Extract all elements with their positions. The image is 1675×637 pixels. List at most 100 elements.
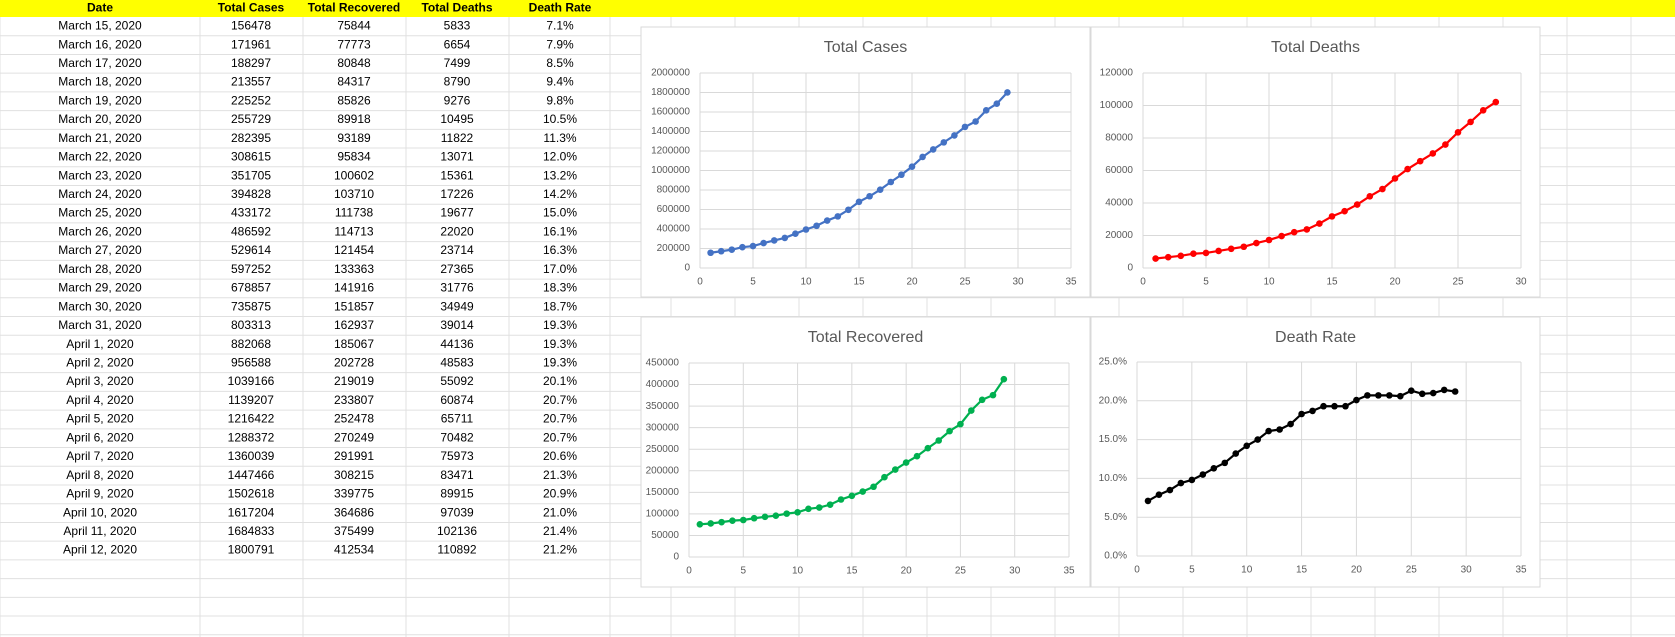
y-tick-label: 100000 <box>646 509 680 520</box>
cell: 65711 <box>441 412 474 426</box>
point <box>823 217 831 224</box>
point <box>802 226 810 233</box>
x-tick-label: 25 <box>1452 277 1464 288</box>
y-tick-label: 800000 <box>657 185 691 196</box>
cell: March 29, 2020 <box>58 281 142 295</box>
point <box>855 198 863 206</box>
x-tick-label: 10 <box>1263 277 1275 288</box>
point <box>1202 249 1210 257</box>
chart-area <box>640 26 1091 298</box>
point <box>957 420 964 428</box>
cell: 17.0% <box>543 262 577 276</box>
cell: 18.3% <box>543 281 577 295</box>
point <box>1366 192 1374 200</box>
cell: 10495 <box>440 112 474 126</box>
cell: 12.0% <box>543 150 577 164</box>
cell: 20.1% <box>543 374 577 388</box>
cell: 22020 <box>440 224 474 238</box>
y-tick-label: 200000 <box>646 465 680 476</box>
cell: 48583 <box>440 355 474 369</box>
cell: 15361 <box>440 168 474 182</box>
x-tick-label: 5 <box>750 277 756 288</box>
y-tick-label: 1600000 <box>651 107 690 118</box>
point <box>1243 442 1251 450</box>
cell: 9.4% <box>546 75 574 89</box>
point <box>761 513 769 521</box>
x-tick-label: 20 <box>1389 277 1401 288</box>
x-tick-label: 0 <box>1140 277 1146 288</box>
cell: 678857 <box>231 281 271 295</box>
cell: 1216422 <box>228 412 275 426</box>
cell: 351705 <box>231 168 271 182</box>
cell: 95834 <box>337 150 371 164</box>
point <box>1429 389 1437 397</box>
point <box>1166 486 1174 494</box>
point <box>1000 375 1008 383</box>
cell: 9276 <box>444 93 471 107</box>
point <box>760 239 767 247</box>
cell: 11822 <box>441 131 474 145</box>
point <box>845 206 852 214</box>
series-line <box>1155 101 1497 260</box>
cell: 103710 <box>334 187 374 201</box>
cell: 75973 <box>440 449 474 463</box>
cell: 75844 <box>337 19 371 33</box>
cell: March 15, 2020 <box>58 19 142 33</box>
point <box>929 146 937 153</box>
cell: 282395 <box>231 131 271 145</box>
point <box>1210 465 1218 472</box>
point <box>1429 150 1437 157</box>
point <box>1467 118 1474 126</box>
cell: 151857 <box>334 299 374 313</box>
point <box>1215 247 1222 255</box>
x-tick-label: 35 <box>1063 566 1075 577</box>
point <box>1375 392 1382 399</box>
cell: 255729 <box>231 112 271 126</box>
y-tick-label: 0 <box>1127 263 1133 274</box>
point <box>1451 388 1459 395</box>
y-tick-label: 5.0% <box>1104 512 1127 523</box>
cell: March 20, 2020 <box>58 112 142 126</box>
cell: March 31, 2020 <box>58 318 142 332</box>
x-tick-label: 0 <box>686 566 692 577</box>
cell: 308615 <box>231 150 271 164</box>
x-tick-label: 30 <box>1009 566 1021 577</box>
point <box>772 512 780 519</box>
cell: 39014 <box>440 318 474 332</box>
point <box>982 107 990 114</box>
chart-area <box>640 316 1091 588</box>
cell: 308215 <box>334 468 374 482</box>
cell: 85826 <box>337 93 371 107</box>
cell: 18.7% <box>543 299 577 313</box>
point <box>1479 107 1487 114</box>
cell: April 10, 2020 <box>63 505 137 519</box>
cell: 1288372 <box>228 430 275 444</box>
point <box>935 437 943 444</box>
cell: 20.6% <box>543 449 577 463</box>
cell: 213557 <box>231 75 271 89</box>
cell: 15.0% <box>543 206 577 220</box>
y-tick-label: 20000 <box>1105 230 1133 241</box>
cell: 19.3% <box>543 355 577 369</box>
cell: 1800791 <box>228 543 275 557</box>
cell: 1502618 <box>228 487 275 501</box>
chart: Death Rate 0.0% 5.0% 10.0% 15.0% 20.0% 25.0% 0 5… <box>1090 316 1541 588</box>
cell: 202728 <box>334 355 374 369</box>
cell: March 18, 2020 <box>58 75 142 89</box>
point <box>707 249 714 257</box>
cell: 80848 <box>337 56 371 70</box>
point <box>898 171 905 179</box>
header-band <box>0 0 1675 17</box>
point <box>837 496 845 503</box>
point <box>1391 175 1399 182</box>
point <box>1004 89 1011 96</box>
cell: 11.3% <box>543 131 576 145</box>
cell: 34949 <box>440 299 474 313</box>
x-tick-label: 5 <box>1203 277 1209 288</box>
x-tick-label: 15 <box>1296 565 1308 576</box>
y-tick-label: 15.0% <box>1099 434 1127 445</box>
cell: 83471 <box>440 468 474 482</box>
cell: 1684833 <box>228 524 275 538</box>
point <box>1309 407 1316 415</box>
